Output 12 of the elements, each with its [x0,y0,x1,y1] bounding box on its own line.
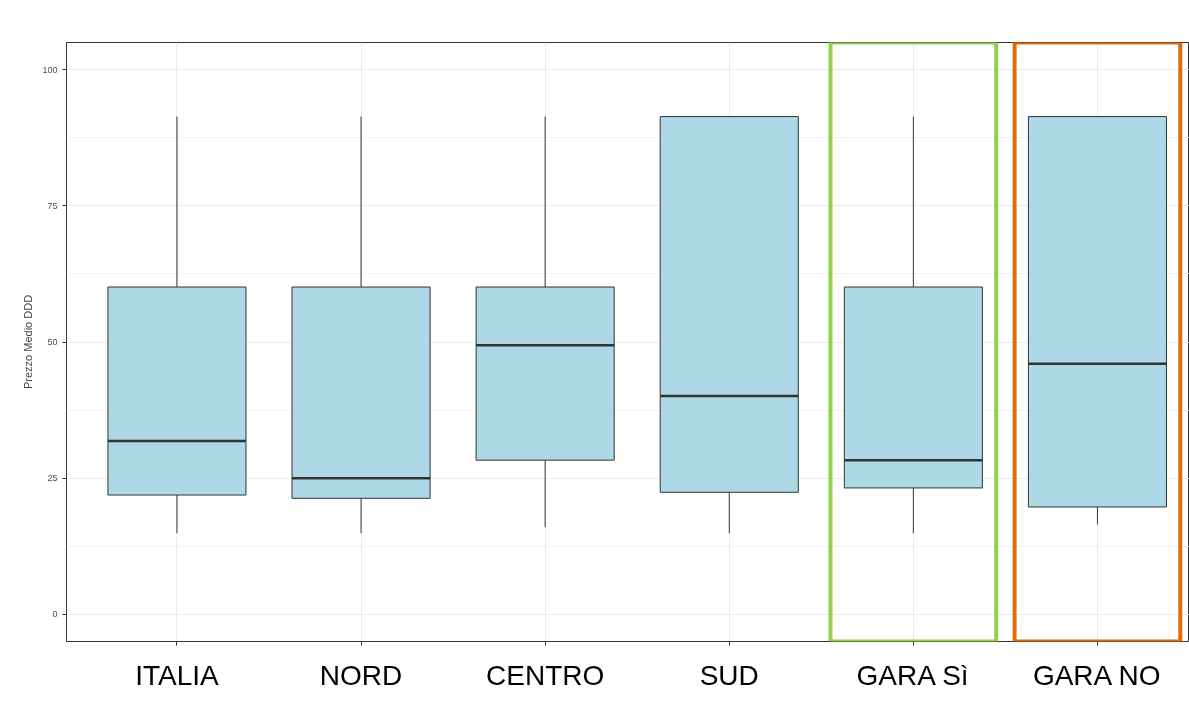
y-axis-title: Prezzo Medio DDD [22,294,35,390]
y-tick-label: 50 [47,337,58,347]
x-tick-label: GARA NO [1032,659,1161,691]
x-tick-label: ITALIA [135,659,220,691]
x-tick-label: CENTRO [486,659,605,691]
y-tick-label: 75 [47,200,58,211]
y-tick-label: 25 [47,473,58,484]
y-tick-label: 100 [42,64,58,75]
y-tick-label: 0 [52,609,58,620]
x-tick-label: NORD [319,659,403,691]
x-tick-label: SUD [699,659,759,691]
x-tick-label: GARA Sì [856,659,969,691]
